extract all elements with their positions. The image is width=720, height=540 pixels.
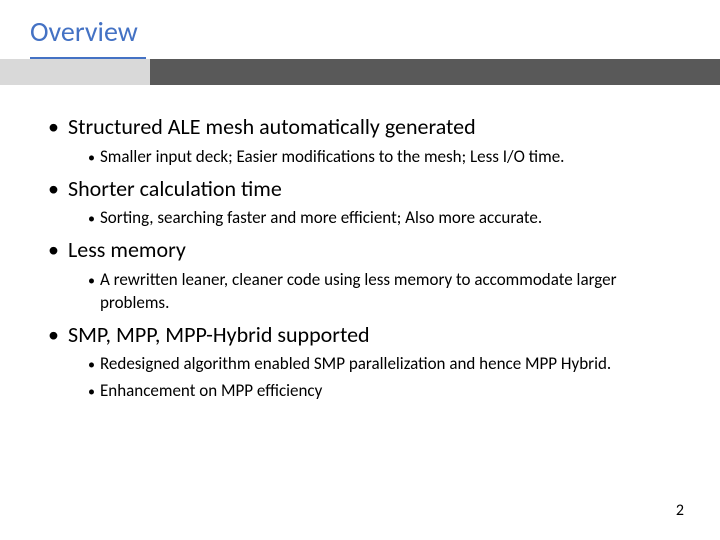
title-block: Overview xyxy=(0,0,720,59)
sub-bullet-marker: • xyxy=(88,356,100,375)
bullet-text: Shorter calculation time xyxy=(68,175,282,204)
sub-bullet-text: Sorting, searching faster and more effic… xyxy=(100,207,542,230)
sub-bullet-marker: • xyxy=(88,272,100,291)
sub-bullet-item: • Redesigned algorithm enabled SMP paral… xyxy=(48,353,672,376)
sub-bullet-text: Enhancement on MPP efficiency xyxy=(100,380,322,403)
bullet-item: • Shorter calculation time • Sorting, se… xyxy=(48,175,672,231)
header-bar-dark xyxy=(150,59,720,85)
page-number: 2 xyxy=(676,501,684,520)
bullet-marker: • xyxy=(48,236,68,265)
bullet-marker: • xyxy=(48,113,68,142)
bullet-marker: • xyxy=(48,175,68,204)
sub-bullet-item: • Enhancement on MPP efficiency xyxy=(48,380,672,403)
sub-bullet-text: Smaller input deck; Easier modifications… xyxy=(100,146,564,169)
bullet-item: • SMP, MPP, MPP-Hybrid supported • Redes… xyxy=(48,321,672,403)
bullet-item: • Structured ALE mesh automatically gene… xyxy=(48,113,672,169)
sub-bullet-marker: • xyxy=(88,383,100,402)
sub-bullet-text: Redesigned algorithm enabled SMP paralle… xyxy=(100,353,611,376)
bullet-marker: • xyxy=(48,321,68,350)
sub-bullet-marker: • xyxy=(88,210,100,229)
bullet-text: SMP, MPP, MPP-Hybrid supported xyxy=(68,321,370,350)
content-area: • Structured ALE mesh automatically gene… xyxy=(0,85,720,403)
slide-title: Overview xyxy=(30,14,720,55)
bullet-text: Less memory xyxy=(68,236,186,265)
header-bar xyxy=(0,59,720,85)
bullet-item: • Less memory • A rewritten leaner, clea… xyxy=(48,236,672,314)
sub-bullet-item: • Sorting, searching faster and more eff… xyxy=(48,207,672,230)
sub-bullet-item: • Smaller input deck; Easier modificatio… xyxy=(48,146,672,169)
sub-bullet-text: A rewritten leaner, cleaner code using l… xyxy=(100,269,672,315)
bullet-text: Structured ALE mesh automatically genera… xyxy=(68,113,476,142)
sub-bullet-marker: • xyxy=(88,149,100,168)
sub-bullet-item: • A rewritten leaner, cleaner code using… xyxy=(48,269,672,315)
